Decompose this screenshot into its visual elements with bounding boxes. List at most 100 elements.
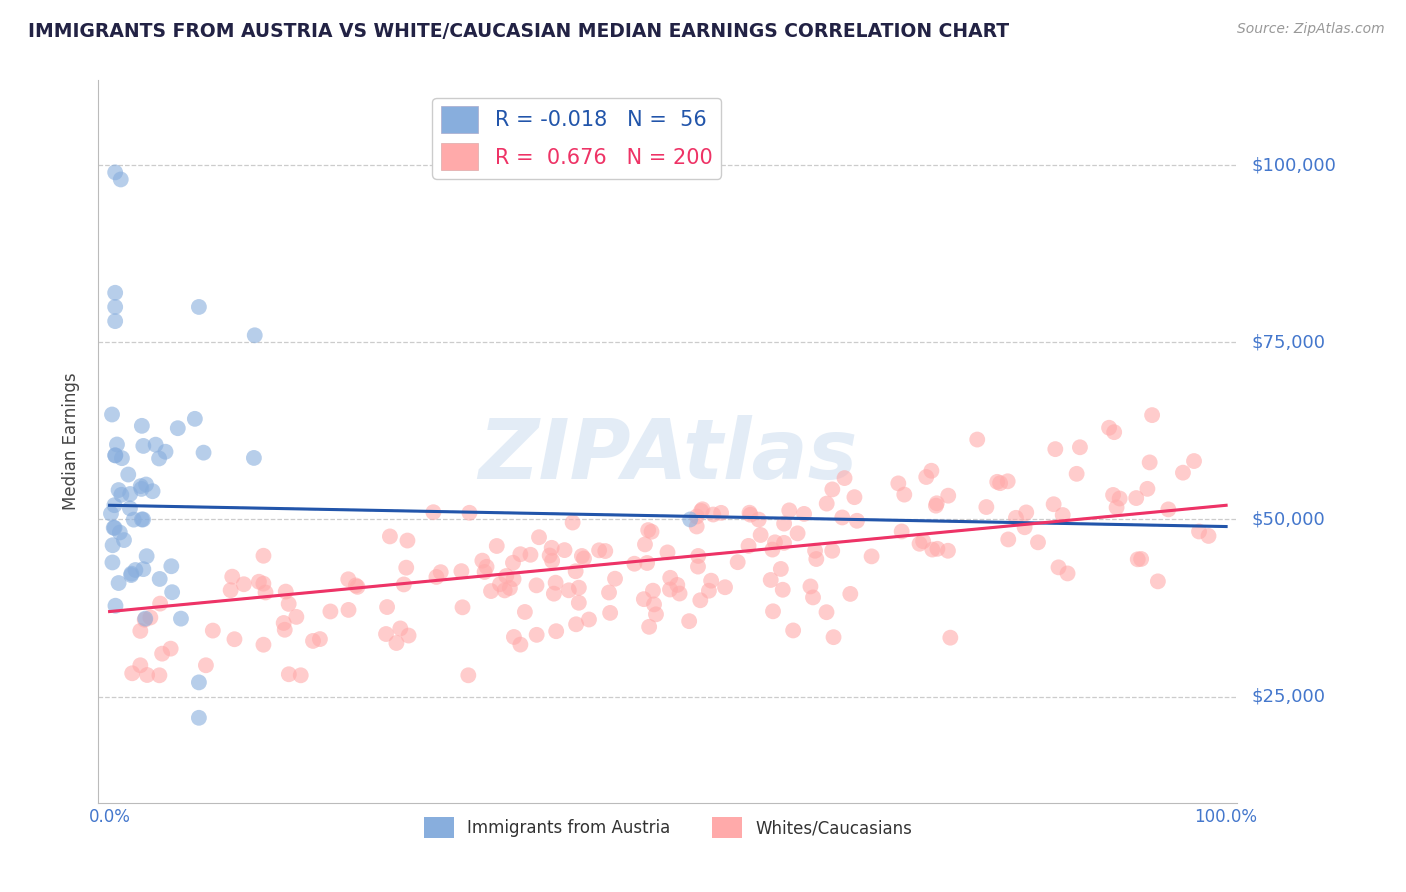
Point <box>121 666 143 681</box>
Point <box>274 584 297 599</box>
Point <box>778 503 800 517</box>
Text: Source: ZipAtlas.com: Source: ZipAtlas.com <box>1237 22 1385 37</box>
Point <box>637 523 659 537</box>
Point <box>936 543 959 558</box>
Text: $50,000: $50,000 <box>1251 510 1324 528</box>
Point <box>823 630 845 644</box>
Point <box>686 509 709 524</box>
Point <box>104 599 127 613</box>
Point <box>187 675 209 690</box>
Point <box>689 593 711 607</box>
Point <box>150 647 173 661</box>
Point <box>738 506 761 520</box>
Point <box>748 513 770 527</box>
Point <box>749 528 772 542</box>
Point <box>815 497 838 511</box>
Point <box>821 483 844 497</box>
Point <box>135 477 157 491</box>
Point <box>1026 535 1049 549</box>
Point <box>543 587 565 601</box>
Point <box>142 484 165 499</box>
Point <box>554 543 576 558</box>
Point <box>686 519 709 533</box>
Point <box>129 658 152 673</box>
Point <box>544 575 567 590</box>
Point <box>110 172 132 186</box>
Point <box>860 549 883 564</box>
Point <box>599 606 621 620</box>
Point <box>513 605 536 619</box>
Point <box>603 572 626 586</box>
Point <box>120 568 142 582</box>
Point <box>727 555 749 569</box>
Point <box>527 530 550 544</box>
Point <box>104 300 127 314</box>
Point <box>104 521 127 535</box>
Point <box>422 505 444 519</box>
Point <box>526 628 548 642</box>
Point <box>1136 482 1159 496</box>
Legend: Immigrants from Austria, Whites/Caucasians: Immigrants from Austria, Whites/Caucasia… <box>418 810 918 845</box>
Point <box>385 636 408 650</box>
Point <box>666 578 689 592</box>
Point <box>633 592 655 607</box>
Point <box>936 489 959 503</box>
Point <box>925 496 948 510</box>
Point <box>571 549 593 563</box>
Point <box>1047 560 1070 574</box>
Point <box>378 529 401 543</box>
Point <box>107 576 129 591</box>
Point <box>997 533 1019 547</box>
Point <box>489 577 512 591</box>
Text: $25,000: $25,000 <box>1251 688 1326 706</box>
Point <box>104 285 127 300</box>
Point <box>540 541 562 555</box>
Point <box>474 565 496 579</box>
Point <box>638 620 661 634</box>
Point <box>1042 497 1064 511</box>
Point <box>921 542 943 557</box>
Point <box>302 634 325 648</box>
Point <box>160 585 183 599</box>
Point <box>702 508 724 522</box>
Point <box>692 502 714 516</box>
Point <box>541 554 564 568</box>
Point <box>1157 502 1180 516</box>
Point <box>761 542 783 557</box>
Point <box>309 632 332 646</box>
Point <box>132 512 155 526</box>
Point <box>593 544 616 558</box>
Point <box>184 412 207 426</box>
Point <box>392 577 415 591</box>
Point <box>221 569 243 583</box>
Point <box>485 539 508 553</box>
Point <box>120 566 142 581</box>
Point <box>839 587 862 601</box>
Point <box>1182 454 1205 468</box>
Point <box>939 631 962 645</box>
Point <box>806 552 828 566</box>
Point <box>740 508 762 522</box>
Point <box>131 512 153 526</box>
Text: IMMIGRANTS FROM AUSTRIA VS WHITE/CAUCASIAN MEDIAN EARNINGS CORRELATION CHART: IMMIGRANTS FROM AUSTRIA VS WHITE/CAUCASI… <box>28 22 1010 41</box>
Point <box>120 487 142 501</box>
Point <box>700 574 723 588</box>
Point <box>565 617 588 632</box>
Point <box>1102 425 1125 439</box>
Point <box>908 537 931 551</box>
Point <box>890 524 912 539</box>
Point <box>925 499 948 513</box>
Point <box>224 632 246 647</box>
Point <box>129 479 152 493</box>
Point <box>690 504 713 518</box>
Point <box>1139 455 1161 469</box>
Point <box>568 581 591 595</box>
Point <box>457 668 479 682</box>
Point <box>546 624 568 639</box>
Point <box>1052 508 1074 522</box>
Point <box>254 585 277 599</box>
Point <box>273 615 295 630</box>
Point <box>659 582 682 597</box>
Point <box>564 564 586 578</box>
Point <box>471 554 494 568</box>
